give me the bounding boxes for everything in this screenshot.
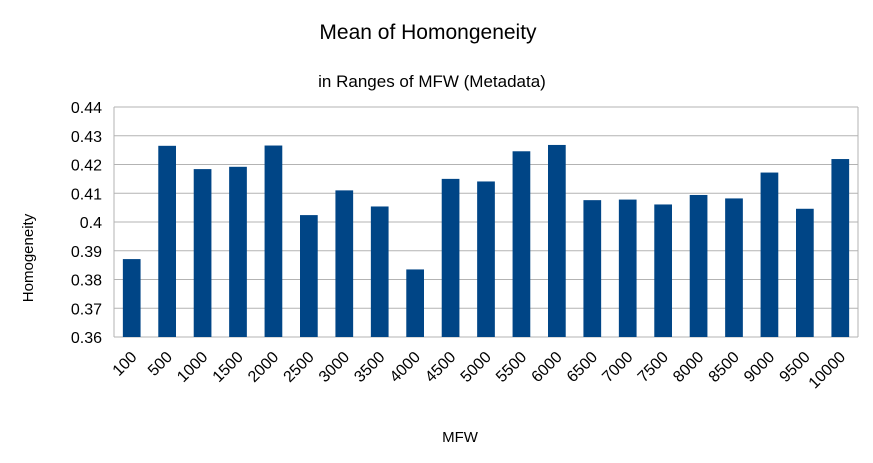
x-tick-label: 7500 — [635, 349, 672, 386]
x-tick-label: 7000 — [599, 349, 636, 386]
x-tick-label: 1000 — [174, 349, 211, 386]
bar-500 — [158, 145, 176, 337]
y-tick-label: 0.38 — [71, 273, 102, 290]
x-axis-title: MFW — [442, 429, 479, 446]
bars — [122, 144, 850, 337]
x-axis-ticks: 100 5001000150020002500300035004000450050… — [110, 349, 850, 393]
x-tick-label: 6000 — [528, 349, 565, 386]
y-axis-title: Homogeneity — [20, 213, 37, 302]
x-tick-label: 4500 — [422, 349, 459, 386]
y-tick-label: 0.37 — [71, 301, 102, 318]
chart-subtitle: in Ranges of MFW (Metadata) — [318, 72, 546, 91]
x-tick-label: 4000 — [387, 349, 424, 386]
y-tick-label: 0.42 — [71, 158, 102, 175]
bar-100 — [122, 259, 141, 337]
bar-6000 — [548, 144, 566, 337]
x-tick-label: 1500 — [210, 349, 247, 386]
x-tick-label: 10000 — [806, 349, 850, 393]
y-tick-label: 0.43 — [71, 129, 102, 146]
bar-9500 — [796, 208, 814, 337]
bar-8500 — [725, 198, 743, 337]
bar-6500 — [583, 200, 602, 337]
y-tick-label: 0.4 — [80, 215, 102, 232]
x-tick-label: 2500 — [280, 349, 317, 386]
bar-4000 — [406, 269, 424, 337]
y-axis-ticks: 0.36 0.37 0.38 0.39 0.4 0.41 0.42 0.43 0.44 — [71, 100, 102, 347]
x-tick-label: 5500 — [493, 349, 530, 386]
y-tick-label: 0.41 — [71, 186, 102, 203]
y-tick-label: 0.36 — [71, 330, 102, 347]
x-tick-label: 2000 — [245, 349, 282, 386]
x-tick-label: 6500 — [564, 349, 601, 386]
x-tick-label: 8500 — [706, 349, 743, 386]
bar-5500 — [512, 151, 531, 337]
bar-5000 — [477, 181, 495, 337]
chart-title: Mean of Homongeneity — [319, 21, 537, 44]
y-tick-label: 0.44 — [71, 100, 102, 117]
x-tick-label: 9000 — [741, 349, 778, 386]
bar-10000 — [831, 159, 850, 337]
bar-3000 — [335, 190, 354, 337]
bar-7000 — [618, 199, 637, 337]
bar-3500 — [370, 206, 389, 337]
x-tick-label: 3500 — [351, 349, 388, 386]
x-tick-label: 100 — [110, 349, 141, 380]
x-tick-label: 500 — [145, 349, 176, 380]
bar-1000 — [193, 169, 212, 337]
bar-8000 — [689, 194, 708, 337]
bar-2000 — [264, 145, 283, 337]
bar-1500 — [229, 166, 247, 337]
bar-2500 — [300, 215, 318, 337]
y-tick-label: 0.39 — [71, 244, 102, 261]
bar-4500 — [441, 178, 460, 337]
bar-7500 — [654, 204, 672, 337]
bar-9000 — [760, 172, 779, 337]
x-tick-label: 3000 — [316, 349, 353, 386]
x-tick-label: 8000 — [670, 349, 707, 386]
x-tick-label: 5000 — [458, 349, 495, 386]
